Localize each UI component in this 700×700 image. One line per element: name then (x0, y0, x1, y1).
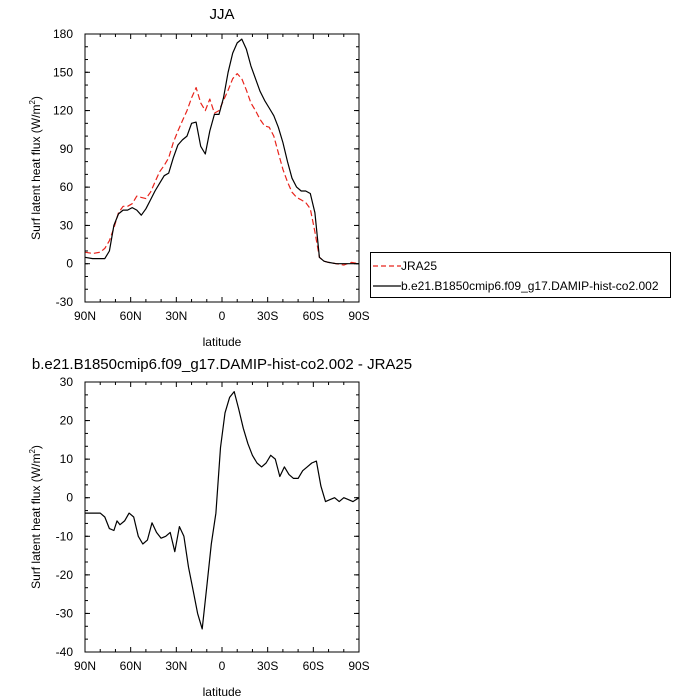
top-y-tick-label: 60 (60, 180, 74, 194)
bottom-x-tick-label: 30S (257, 659, 278, 673)
bottom-y-tick-label: -10 (56, 529, 74, 543)
top-plot-frame (84, 33, 360, 303)
top-x-tick-label: 60N (120, 309, 142, 323)
top-series-line-1 (84, 38, 359, 265)
bottom-x-tick-label: 90S (348, 659, 369, 673)
bottom-plot-frame (84, 381, 360, 653)
top-y-tick-label: -30 (56, 295, 74, 309)
bottom-chart-title: b.e21.B1850cmip6.f09_g17.DAMIP-hist-co2.… (32, 356, 412, 373)
bottom-x-tick-label: 60S (303, 659, 324, 673)
bottom-x-tick-label: 90N (74, 659, 96, 673)
bottom-y-axis-label: Surf latent heat flux (W/m2) (28, 445, 43, 589)
top-x-tick-label: 0 (219, 309, 226, 323)
bottom-y-tick-label: 0 (66, 491, 73, 505)
top-x-tick-label: 30S (257, 309, 278, 323)
bottom-x-axis-label: latitude (203, 685, 242, 699)
top-chart: JJA 90N 60N 30N 0 30S 60S 90S -30 0 30 60 90 120 150 1… (28, 6, 370, 349)
top-chart-title: JJA (209, 6, 234, 23)
top-x-tick-label: 90S (348, 309, 369, 323)
top-y-tick-label: 180 (53, 27, 73, 41)
bottom-y-tick-label: -20 (56, 568, 74, 582)
legend-label-jra25: JRA25 (401, 259, 438, 273)
top-x-tick-label: 90N (74, 309, 96, 323)
bottom-x-tick-label: 60N (120, 659, 142, 673)
bottom-y-tick-label: 30 (60, 375, 74, 389)
legend-item-model: b.e21.B1850cmip6.f09_g17.DAMIP-hist-co2.… (371, 276, 670, 296)
top-y-axis-label: Surf latent heat flux (W/m2) (28, 96, 43, 240)
bottom-y-tick-label: 10 (60, 452, 74, 466)
bottom-y-tick-label: -40 (56, 645, 74, 659)
top-x-axis-label: latitude (203, 335, 242, 349)
bottom-x-tick-label: 30N (165, 659, 187, 673)
top-y-tick-label: 30 (60, 218, 74, 232)
bottom-x-tick-label: 0 (219, 659, 226, 673)
top-y-tick-label: 150 (53, 65, 73, 79)
top-x-tick-label: 30N (165, 309, 187, 323)
top-y-tick-label: 120 (53, 104, 73, 118)
bottom-y-tick-label: 20 (60, 414, 74, 428)
legend-item-jra25: JRA25 (371, 256, 670, 276)
top-y-tick-label: 0 (66, 257, 73, 271)
legend-swatch-jra25 (373, 265, 401, 267)
legend-swatch-model (373, 285, 401, 287)
bottom-chart: b.e21.B1850cmip6.f09_g17.DAMIP-hist-co2.… (28, 356, 412, 699)
bottom-series-line-0 (85, 391, 360, 630)
legend: JRA25 b.e21.B1850cmip6.f09_g17.DAMIP-his… (370, 252, 671, 298)
top-series-line-0 (84, 72, 360, 266)
legend-label-model: b.e21.B1850cmip6.f09_g17.DAMIP-hist-co2.… (401, 279, 659, 293)
bottom-y-tick-label: -30 (56, 606, 74, 620)
top-y-tick-label: 90 (60, 142, 74, 156)
top-x-tick-label: 60S (303, 309, 324, 323)
